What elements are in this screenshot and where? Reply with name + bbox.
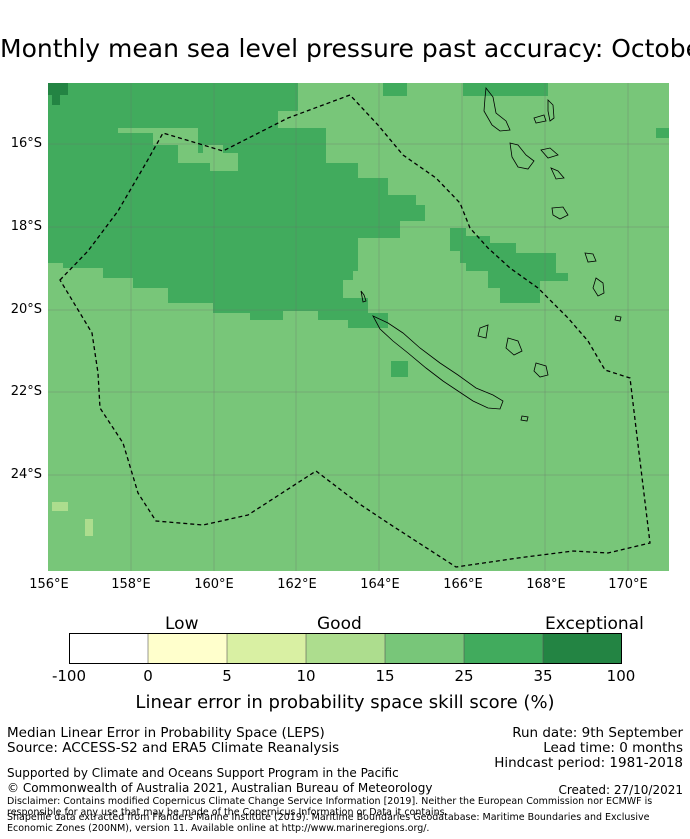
eez-boundary xyxy=(59,94,651,568)
field-25-35-small xyxy=(391,361,408,377)
vanuatu-small1 xyxy=(533,114,547,124)
colorbar-tick: 35 xyxy=(533,667,553,685)
field-10-15b xyxy=(85,519,93,536)
colorbar-tick: 100 xyxy=(606,667,636,685)
footer-copyright: © Commonwealth of Australia 2021, Austra… xyxy=(7,781,433,795)
footer-created: Created: 27/10/2021 xyxy=(558,783,683,797)
footer-disclaimer: Disclaimer: Contains modified Copernicus… xyxy=(7,796,653,818)
lat-label: 22°S xyxy=(10,384,42,399)
vanuatu-small2 xyxy=(540,147,559,159)
category-low: Low xyxy=(165,614,199,634)
field-25-35-patch xyxy=(203,145,223,163)
colorbar-segment xyxy=(543,633,622,664)
category-good: Good xyxy=(317,614,362,634)
lon-label: 162°E xyxy=(277,577,317,592)
map-title: Monthly mean sea level pressure past acc… xyxy=(0,34,690,63)
hunter-island xyxy=(614,315,622,322)
colorbar-segment xyxy=(148,633,227,664)
colorbar-tick: 5 xyxy=(222,667,232,685)
field-25-35-top2 xyxy=(463,83,548,96)
aneityum xyxy=(584,252,597,263)
field-10-15 xyxy=(52,502,68,511)
lat-label: 18°S xyxy=(10,219,42,234)
new-caledonia xyxy=(372,315,504,410)
colorbar-segment xyxy=(227,633,306,664)
field-35-100b xyxy=(52,95,60,105)
colorbar-tick: -100 xyxy=(51,667,87,685)
colorbar-segment xyxy=(306,633,385,664)
lat-label: 20°S xyxy=(10,302,42,317)
coastlines xyxy=(360,86,622,422)
lon-label: 170°E xyxy=(608,577,648,592)
colorbar-tick: 10 xyxy=(296,667,316,685)
colorbar-outline xyxy=(69,633,622,664)
loyalty-islands2 xyxy=(505,337,523,356)
lon-label: 168°E xyxy=(526,577,566,592)
footer-method: Median Linear Error in Probability Space… xyxy=(7,725,325,741)
category-exceptional: Exceptional xyxy=(545,614,644,634)
field-25-35-east xyxy=(450,228,568,303)
colorbar-segment xyxy=(464,633,543,664)
colorbar-title: Linear error in probability space skill … xyxy=(135,692,555,713)
isle-of-pines xyxy=(520,415,529,422)
footer-run-date: Run date: 9th September xyxy=(512,725,683,741)
lon-label: 158°E xyxy=(111,577,151,592)
lat-label: 16°S xyxy=(10,136,42,151)
colorbar xyxy=(69,633,622,664)
colorbar-tick: 25 xyxy=(454,667,474,685)
vanuatu-espiritu xyxy=(483,86,511,132)
footer-hindcast: Hindcast period: 1981-2018 xyxy=(494,755,683,771)
lon-label: 164°E xyxy=(360,577,400,592)
loyalty-islands1 xyxy=(477,324,489,339)
footer-shapefile: Shapefile data extracted from Flanders M… xyxy=(7,812,650,834)
belep xyxy=(360,290,367,303)
colorbar-segment xyxy=(385,633,464,664)
vanuatu-efate xyxy=(551,206,569,220)
footer-source: Source: ACCESS-S2 and ERA5 Climate Reana… xyxy=(7,740,340,756)
vanuatu-malekula xyxy=(509,142,535,170)
skill-map xyxy=(48,83,669,571)
colorbar-tick: 15 xyxy=(375,667,395,685)
colorbar-segment xyxy=(69,633,148,664)
matthew-islands xyxy=(592,277,605,297)
lat-label: 24°S xyxy=(10,467,42,482)
loyalty-islands3 xyxy=(533,362,549,378)
footer-support: Supported by Climate and Oceans Support … xyxy=(7,766,399,780)
field-25-35-edge xyxy=(656,128,669,138)
gridlines xyxy=(48,83,669,571)
footer-lead-time: Lead time: 0 months xyxy=(543,740,683,756)
lon-label: 156°E xyxy=(29,577,69,592)
vanuatu-small3 xyxy=(547,99,555,122)
lon-label: 160°E xyxy=(194,577,234,592)
vanuatu-small4 xyxy=(550,167,565,180)
lon-label: 166°E xyxy=(443,577,483,592)
colorbar-tick: 0 xyxy=(143,667,153,685)
field-35-100 xyxy=(48,83,68,95)
field-25-35-top xyxy=(383,83,407,96)
